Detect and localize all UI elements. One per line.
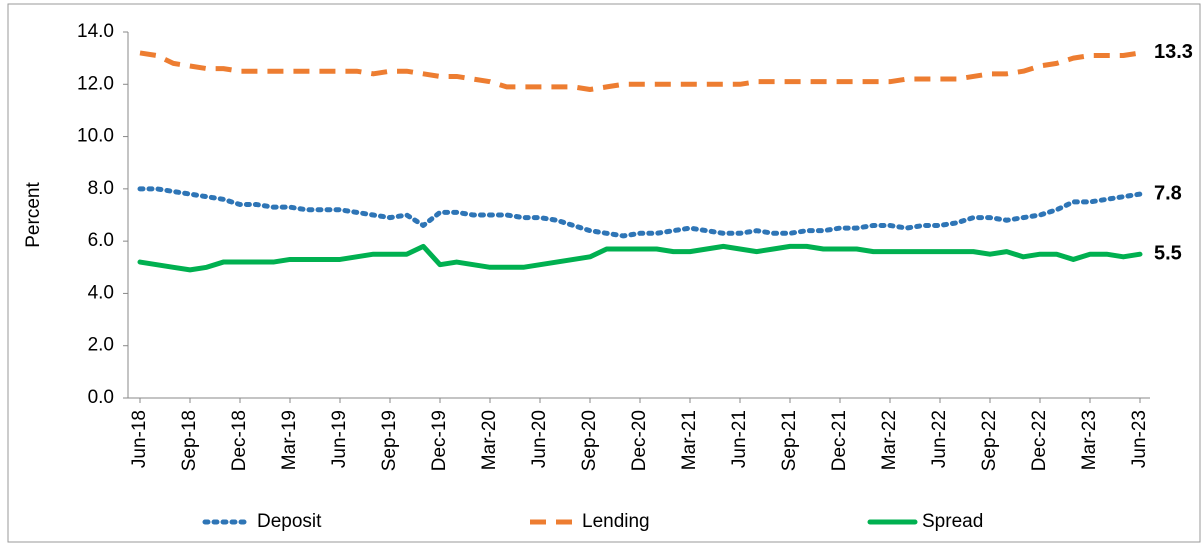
x-tick-label: Jun-21 [729, 410, 750, 468]
x-tick-label: Dec-19 [429, 410, 450, 471]
y-tick-label: 12.0 [77, 73, 114, 94]
y-tick-label: 8.0 [88, 178, 114, 199]
y-tick-label: 2.0 [88, 335, 114, 356]
x-tick-label: Sep-18 [179, 410, 200, 471]
x-tick-label: Dec-18 [229, 410, 250, 471]
legend-label: Spread [922, 511, 983, 532]
end-label: 7.8 [1154, 182, 1182, 204]
x-tick-label: Mar-22 [879, 410, 900, 470]
legend-label: Lending [582, 511, 650, 532]
x-tick-label: Sep-21 [779, 410, 800, 471]
x-tick-label: Jun-23 [1129, 410, 1150, 468]
x-tick-label: Dec-21 [829, 410, 850, 471]
series-line [137, 186, 1143, 239]
y-tick-label: 14.0 [77, 21, 114, 42]
y-tick-label: 10.0 [77, 126, 114, 147]
x-tick-label: Jun-20 [529, 410, 550, 468]
x-tick-label: Mar-21 [679, 410, 700, 470]
y-tick-label: 4.0 [88, 282, 114, 303]
x-tick-label: Sep-22 [979, 410, 1000, 471]
x-tick-label: Sep-19 [379, 410, 400, 471]
y-tick-label: 6.0 [88, 230, 114, 251]
x-tick-label: Dec-22 [1029, 410, 1050, 471]
x-tick-label: Jun-22 [929, 410, 950, 468]
y-tick-label: 0.0 [88, 387, 114, 408]
x-tick-label: Jun-18 [129, 410, 150, 468]
y-axis-label: Percent [23, 182, 44, 248]
series-line [139, 50, 1141, 93]
legend-label: Deposit [257, 511, 322, 532]
series-line [137, 243, 1143, 273]
x-tick-label: Mar-20 [479, 410, 500, 470]
x-tick-label: Mar-23 [1079, 410, 1100, 470]
end-label: 13.3 [1154, 41, 1193, 63]
end-label: 5.5 [1154, 242, 1182, 264]
chart-frame [7, 3, 1201, 543]
x-tick-label: Mar-19 [279, 410, 300, 470]
x-tick-label: Sep-20 [579, 410, 600, 471]
x-tick-label: Jun-19 [329, 410, 350, 468]
x-tick-label: Dec-20 [629, 410, 650, 471]
